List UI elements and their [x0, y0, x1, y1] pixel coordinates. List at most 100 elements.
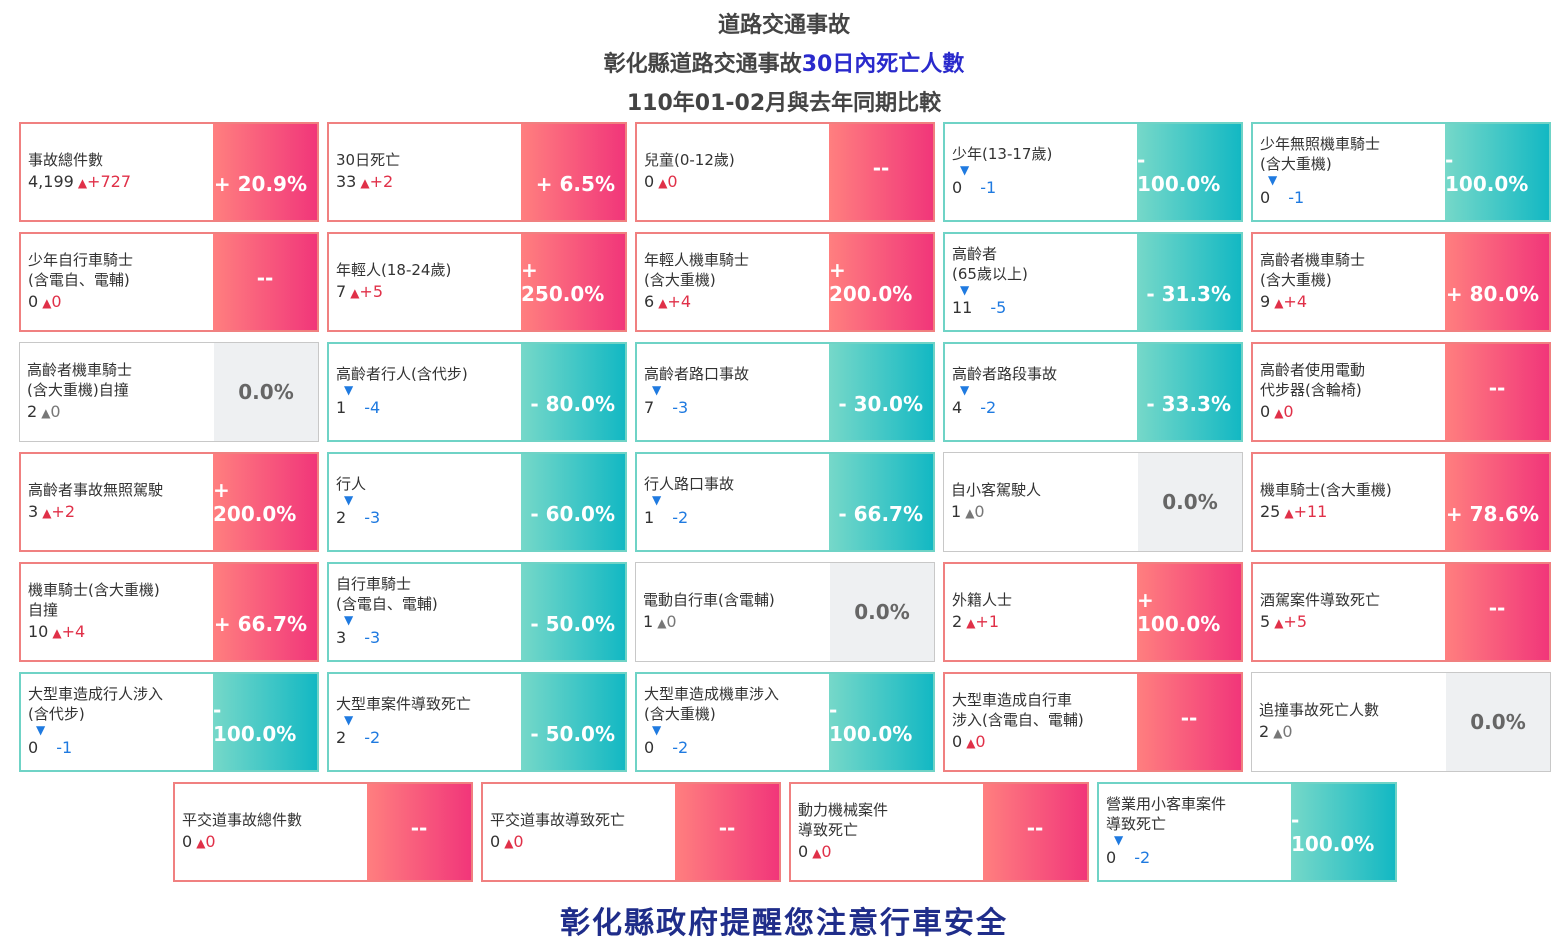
up-triangle-icon: ▲ [52, 625, 62, 640]
stat-card: 行人路口事故 ▼ 1 -2 - 66.7% [635, 452, 935, 552]
stat-delta: +4 [61, 621, 86, 641]
stat-delta: +4 [667, 291, 692, 311]
stat-value: 0 [1260, 188, 1271, 207]
stat-info: 酒駕案件導致死亡 5 ▲+5 [1260, 564, 1448, 660]
stat-value-row: 3 -3 [336, 626, 524, 650]
stat-value: 4,199 [28, 171, 74, 191]
stat-card: 高齡者機車騎士 (含大重機)自撞 2 ▲0 0.0% [19, 342, 319, 442]
stat-card: 追撞事故死亡人數 2 ▲0 0.0% [1251, 672, 1551, 772]
stat-percent-change: - 80.0% [521, 344, 625, 440]
stat-info: 高齡者事故無照駕駛 3 ▲+2 [28, 454, 216, 550]
stat-card: 動力機械案件 導致死亡 0 ▲0 -- [789, 782, 1089, 882]
up-triangle-icon: ▲ [42, 505, 52, 520]
up-triangle-icon: ▲ [41, 405, 51, 420]
stat-label: 追撞事故死亡人數 [1259, 700, 1380, 719]
up-triangle-icon: ▲ [812, 845, 822, 860]
stat-delta: -2 [672, 738, 689, 757]
subtitle-accent: 30日內死亡人數 [801, 52, 965, 77]
stat-delta: +5 [1283, 611, 1308, 631]
stat-label: 動力機械案件 導致死亡 [798, 800, 889, 839]
stat-label: 高齡者行人(含代步) [336, 365, 468, 383]
stat-value: 0 [1260, 401, 1271, 421]
stat-info: 行人路口事故 ▼ 1 -2 [644, 454, 832, 550]
stat-info: 高齡者行人(含代步) ▼ 1 -4 [336, 344, 524, 440]
stat-value: 1 [336, 398, 347, 417]
up-triangle-icon: ▲ [1274, 405, 1284, 420]
stat-delta: 0 [51, 291, 62, 311]
stat-card: 自小客駕駛人 1 ▲0 0.0% [943, 452, 1243, 552]
stat-label: 自行車騎士 (含電自、電輔) [336, 575, 438, 613]
stat-value-row: 2 ▲+1 [952, 610, 1140, 635]
up-triangle-icon: ▲ [360, 175, 370, 190]
stat-percent-change: - 50.0% [521, 674, 625, 770]
stat-card: 大型車造成自行車 涉入(含電自、電輔) 0 ▲0 -- [943, 672, 1243, 772]
stat-percent-change: 0.0% [830, 563, 934, 661]
stat-value: 0 [28, 291, 39, 311]
stat-value-row: 4,199 ▲+727 [28, 170, 216, 195]
stat-label: 機車騎士(含大重機) 自撞 [28, 580, 160, 619]
stat-info: 少年無照機車騎士 (含大重機) ▼ 0 -1 [1260, 124, 1448, 220]
stat-value: 0 [182, 831, 193, 851]
stat-card: 機車騎士(含大重機) 自撞 10 ▲+4 + 66.7% [19, 562, 319, 662]
stat-card: 高齡者路口事故 ▼ 7 -3 - 30.0% [635, 342, 935, 442]
down-triangle-icon: ▼ [36, 723, 46, 737]
stat-percent-change: -- [213, 234, 317, 330]
stat-percent-change: + 20.9% [213, 124, 317, 220]
down-triangle-icon: ▼ [1114, 833, 1124, 847]
stat-delta: +2 [51, 501, 76, 521]
stat-info: 動力機械案件 導致死亡 0 ▲0 [798, 784, 986, 880]
period-label: 110年01-02月與去年同期比較 [626, 91, 942, 116]
stat-label: 酒駕案件導致死亡 [1260, 590, 1381, 609]
stat-value: 0 [28, 738, 39, 757]
stat-info: 大型車案件導致死亡 ▼ 2 -2 [336, 674, 524, 770]
stat-info: 大型車造成行人涉入 (含代步) ▼ 0 -1 [28, 674, 216, 770]
stat-card: 30日死亡 33 ▲+2 + 6.5% [327, 122, 627, 222]
stat-value-row: 0 ▲0 [644, 170, 832, 195]
stat-delta: 0 [513, 831, 524, 851]
subtitle-text: 彰化縣道路交通事故 [603, 52, 802, 77]
stat-percent-change: + 78.6% [1445, 454, 1549, 550]
stat-info: 電動自行車(含電輔) 1 ▲0 [643, 563, 831, 661]
stat-card: 行人 ▼ 2 -3 - 60.0% [327, 452, 627, 552]
stat-percent-change: - 100.0% [1445, 124, 1549, 220]
stat-value: 3 [28, 501, 39, 521]
stat-percent-change: - 100.0% [829, 674, 933, 770]
stat-card: 事故總件數 4,199 ▲+727 + 20.9% [19, 122, 319, 222]
stat-percent-change: - 66.7% [829, 454, 933, 550]
stat-value: 1 [951, 501, 962, 521]
stat-percent-change: -- [1445, 344, 1549, 440]
down-triangle-icon: ▼ [652, 493, 662, 507]
stat-percent-change: + 200.0% [213, 454, 317, 550]
stat-info: 機車騎士(含大重機) 自撞 10 ▲+4 [28, 564, 216, 660]
stat-card: 平交道事故導致死亡 0 ▲0 -- [481, 782, 781, 882]
stat-info: 少年(13-17歲) ▼ 0 -1 [952, 124, 1140, 220]
stat-info: 少年自行車騎士 (含電自、電輔) 0 ▲0 [28, 234, 216, 330]
stat-value-row: 7 -3 [644, 396, 832, 420]
stat-value: 2 [336, 728, 347, 747]
stat-card: 高齡者使用電動 代步器(含輪椅) 0 ▲0 -- [1251, 342, 1551, 442]
stat-info: 平交道事故總件數 0 ▲0 [182, 784, 370, 880]
stat-label: 年輕人(18-24歲) [336, 260, 452, 279]
up-triangle-icon: ▲ [965, 505, 975, 520]
stat-value-row: 2 ▲0 [27, 400, 215, 425]
stat-value: 25 [1260, 501, 1281, 521]
stat-delta: +5 [359, 281, 384, 301]
stat-grid-bottom-row: 平交道事故總件數 0 ▲0 -- 平交道事故導致死亡 0 ▲0 -- 動力機械案件 導致死亡 0 ▲… [173, 782, 1397, 882]
stat-delta: 0 [1282, 721, 1293, 741]
up-triangle-icon: ▲ [1274, 615, 1284, 630]
stat-percent-change: + 66.7% [213, 564, 317, 660]
stat-value: 1 [643, 611, 654, 631]
stat-delta: -3 [672, 398, 689, 417]
stat-card: 少年無照機車騎士 (含大重機) ▼ 0 -1 - 100.0% [1251, 122, 1551, 222]
stat-card: 高齡者事故無照駕駛 3 ▲+2 + 200.0% [19, 452, 319, 552]
stat-percent-change: + 100.0% [1137, 564, 1241, 660]
stat-card: 兒童(0-12歲) 0 ▲0 -- [635, 122, 935, 222]
down-triangle-icon: ▼ [960, 283, 970, 297]
stat-delta: 0 [666, 611, 677, 631]
stat-card: 電動自行車(含電輔) 1 ▲0 0.0% [635, 562, 935, 662]
stat-value: 0 [490, 831, 501, 851]
stat-value-row: 11 -5 [952, 296, 1140, 320]
stat-label: 少年(13-17歲) [952, 145, 1053, 163]
stat-percent-change: + 200.0% [829, 234, 933, 330]
stat-value-row: 0 ▲0 [182, 830, 370, 855]
